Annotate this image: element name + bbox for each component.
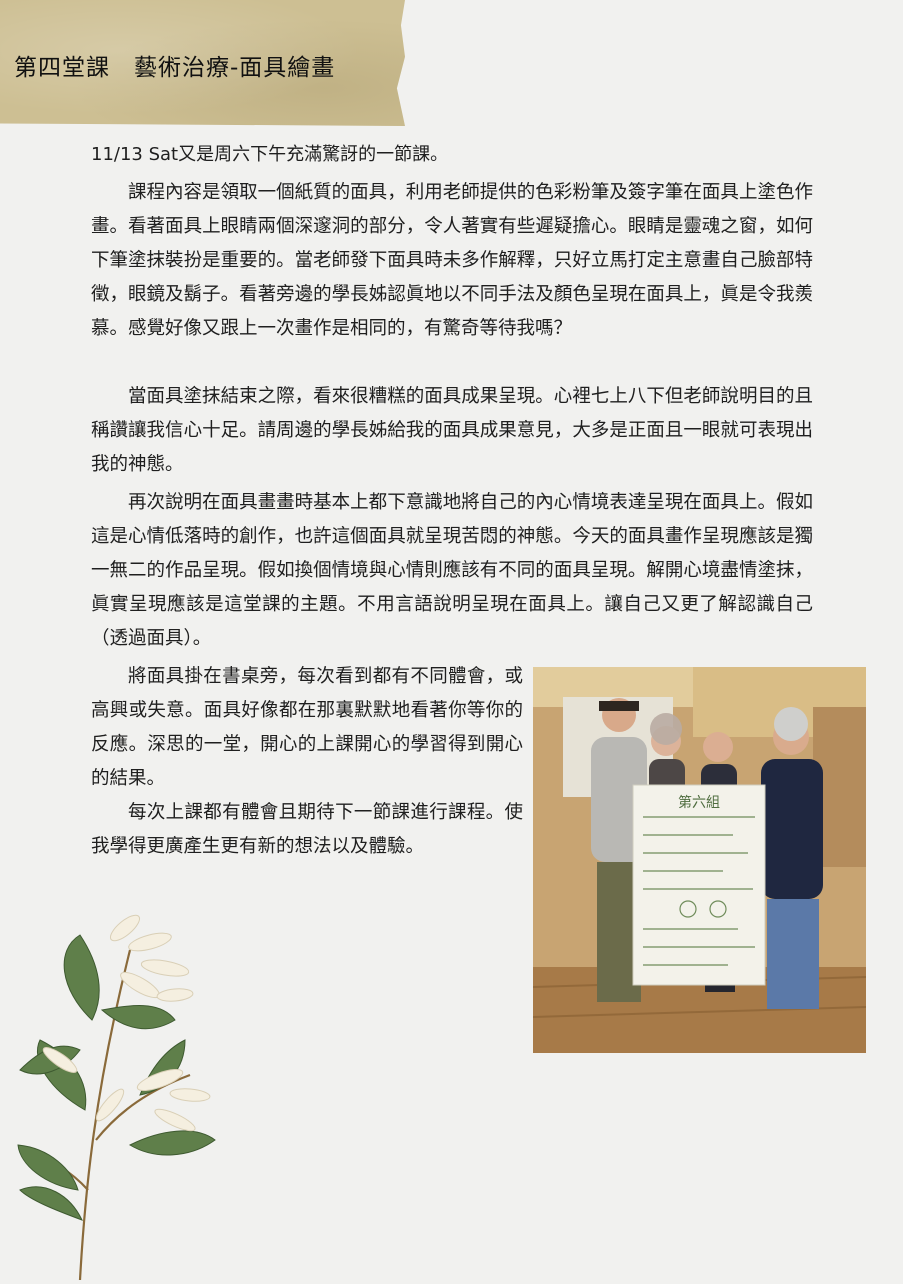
date-line: 11/13 Sat又是周六下午充滿驚訝的一節課。 (91, 144, 449, 165)
paragraph-2: 當面具塗抹結束之際，看來很糟糕的面具成果呈現。心裡七上八下但老師說明目的且稱讚讓… (91, 386, 813, 475)
title-banner (0, 0, 405, 126)
poster-heading: 第六組 (678, 794, 720, 811)
paragraph-1: 課程內容是領取一個紙質的面具，利用老師提供的色彩粉筆及簽字筆在面具上塗色作畫。看… (91, 182, 813, 339)
page-title: 第四堂課 藝術治療-面具繪畫 (14, 55, 336, 81)
paragraph-3: 再次說明在面具畫畫時基本上都下意識地將自己的內心情境表達呈現在面具上。假如這是心… (91, 492, 813, 649)
paragraph-5: 每次上課都有體會且期待下一節課進行課程。使我學得更廣產生更有新的想法以及體驗。 (91, 802, 523, 857)
flower-illustration (0, 890, 250, 1281)
paragraph-4: 將面具掛在書桌旁，每次看到都有不同體會，或高興或失意。面具好像都在那裏默默地看著… (91, 666, 523, 789)
group-photo: 第六組 (533, 667, 866, 1053)
